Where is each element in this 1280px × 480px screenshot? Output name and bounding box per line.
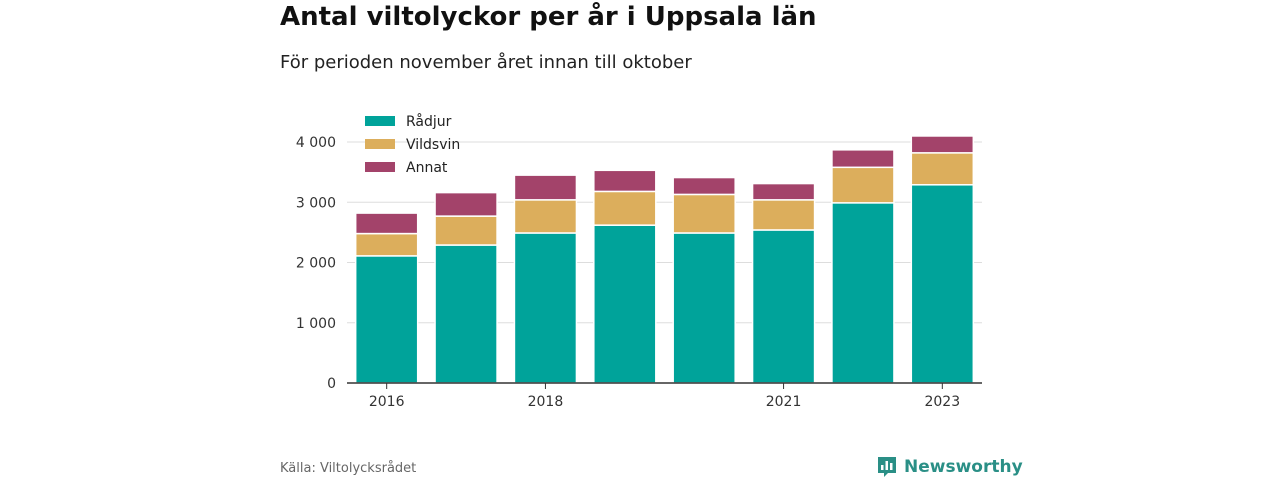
- bar-segment: [434, 191, 498, 217]
- brand-name: Newsworthy: [904, 457, 1023, 477]
- bar-segment: [910, 152, 975, 186]
- bar-segment: [831, 149, 895, 169]
- bar-segment: [751, 182, 816, 201]
- bar-segment: [434, 244, 498, 384]
- source-note: Källa: Viltolycksrådet: [280, 461, 417, 476]
- x-tick-label: 2016: [369, 394, 405, 410]
- bar-segment: [593, 190, 657, 226]
- bar-layer: [354, 135, 975, 384]
- bar-segment: [910, 184, 975, 384]
- y-tick-label: 1 000: [296, 316, 336, 332]
- bar-segment: [593, 169, 657, 193]
- bar-segment: [513, 199, 578, 234]
- bar-segment: [751, 229, 816, 384]
- legend: Rådjur Vildsvin Annat: [365, 113, 460, 176]
- legend-swatch: [365, 116, 395, 126]
- x-tick-label: 2023: [924, 394, 960, 410]
- bar-segment: [434, 215, 498, 246]
- bar-segment: [354, 232, 419, 257]
- x-tick-label: 2021: [766, 394, 802, 410]
- axis-layer: 0 1 000 2 000 3 000 4 000 2016 2018 2021 2023: [296, 135, 982, 410]
- page-title: Antal viltolyckor per år i Uppsala län: [280, 2, 817, 32]
- x-tick-label: 2018: [528, 394, 564, 410]
- bar-segment: [593, 224, 657, 384]
- newsworthy-logo-icon: [878, 457, 896, 477]
- bar-segment: [672, 176, 736, 196]
- legend-label: Vildsvin: [406, 137, 460, 153]
- y-tick-label: 2 000: [296, 256, 336, 272]
- bar-segment: [354, 255, 419, 384]
- bar-segment: [672, 232, 736, 384]
- page-subtitle: För perioden november året innan till ok…: [280, 52, 692, 73]
- bar-segment: [513, 232, 578, 384]
- y-tick-label: 4 000: [296, 135, 336, 151]
- bar-segment: [831, 166, 895, 204]
- legend-swatch: [365, 139, 395, 149]
- brand-logo[interactable]: Newsworthy: [876, 455, 1023, 479]
- bar-segment: [910, 135, 975, 154]
- bar-segment: [751, 199, 816, 231]
- legend-swatch: [365, 162, 395, 172]
- bar-segment: [354, 212, 419, 235]
- legend-label: Rådjur: [406, 113, 452, 130]
- bar-segment: [513, 174, 578, 201]
- legend-label: Annat: [406, 160, 448, 176]
- bar-segment: [831, 202, 895, 384]
- bar-segment: [672, 193, 736, 234]
- y-tick-label: 3 000: [296, 195, 336, 211]
- y-tick-label: 0: [327, 376, 336, 392]
